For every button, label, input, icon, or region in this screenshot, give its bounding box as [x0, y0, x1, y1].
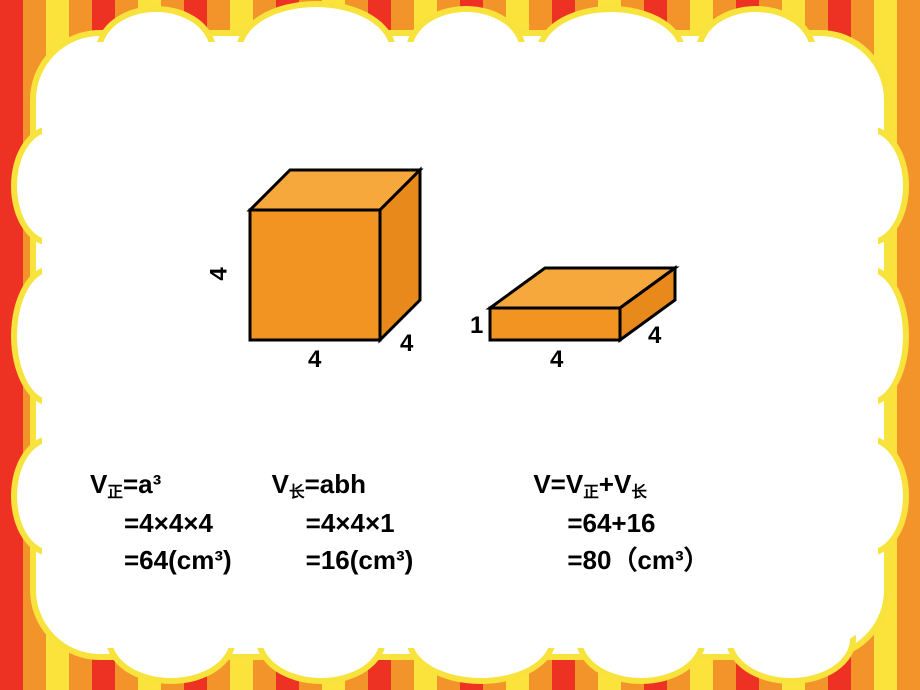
f3-s2: 长	[631, 484, 647, 501]
f3-s1: 正	[583, 484, 599, 501]
cube-dim-h: 4	[206, 267, 234, 280]
cube-dim-w: 4	[308, 346, 321, 374]
formula-sum: V=V正+V长 =64+16 =80（cm³）	[533, 466, 709, 580]
cuboid-dim-d: 4	[648, 322, 661, 350]
f3-l2: =64+16	[533, 505, 709, 543]
f1-rest: =a³	[123, 469, 161, 499]
formula-cube: V正=a³ =4×4×4 =64(cm³)	[90, 466, 232, 580]
formula-cuboid: V长=abh =4×4×1 =16(cm³)	[272, 466, 414, 580]
cuboid-shape	[470, 260, 700, 380]
cuboid-dim-h: 1	[470, 312, 483, 340]
cuboid-dim-w: 4	[550, 346, 563, 374]
cube-dim-d: 4	[400, 330, 413, 358]
content-area: 4 4 4 1 4 4 V正=a³ =4×4×4 =64(cm³	[30, 30, 890, 660]
f1-l2: =4×4×4	[90, 505, 232, 543]
f1-sub: 正	[107, 484, 123, 501]
f2-l2: =4×4×1	[272, 505, 414, 543]
f3-l3: =80（cm³）	[533, 542, 709, 580]
f2-rest: =abh	[305, 469, 366, 499]
slide-stage: 4 4 4 1 4 4 V正=a³ =4×4×4 =64(cm³	[0, 0, 920, 690]
f1-prefix: V	[90, 469, 107, 499]
f1-l3: =64(cm³)	[90, 542, 232, 580]
cube-shape	[220, 160, 450, 390]
f2-prefix: V	[272, 469, 289, 499]
shapes-row: 4 4 4 1 4 4	[30, 170, 890, 430]
f2-sub: 长	[289, 484, 305, 501]
formula-row: V正=a³ =4×4×4 =64(cm³) V长=abh =4×4×1 =16(…	[90, 466, 850, 580]
f3-b: +V	[599, 469, 632, 499]
f3-a: V=V	[533, 469, 583, 499]
f2-l3: =16(cm³)	[272, 542, 414, 580]
